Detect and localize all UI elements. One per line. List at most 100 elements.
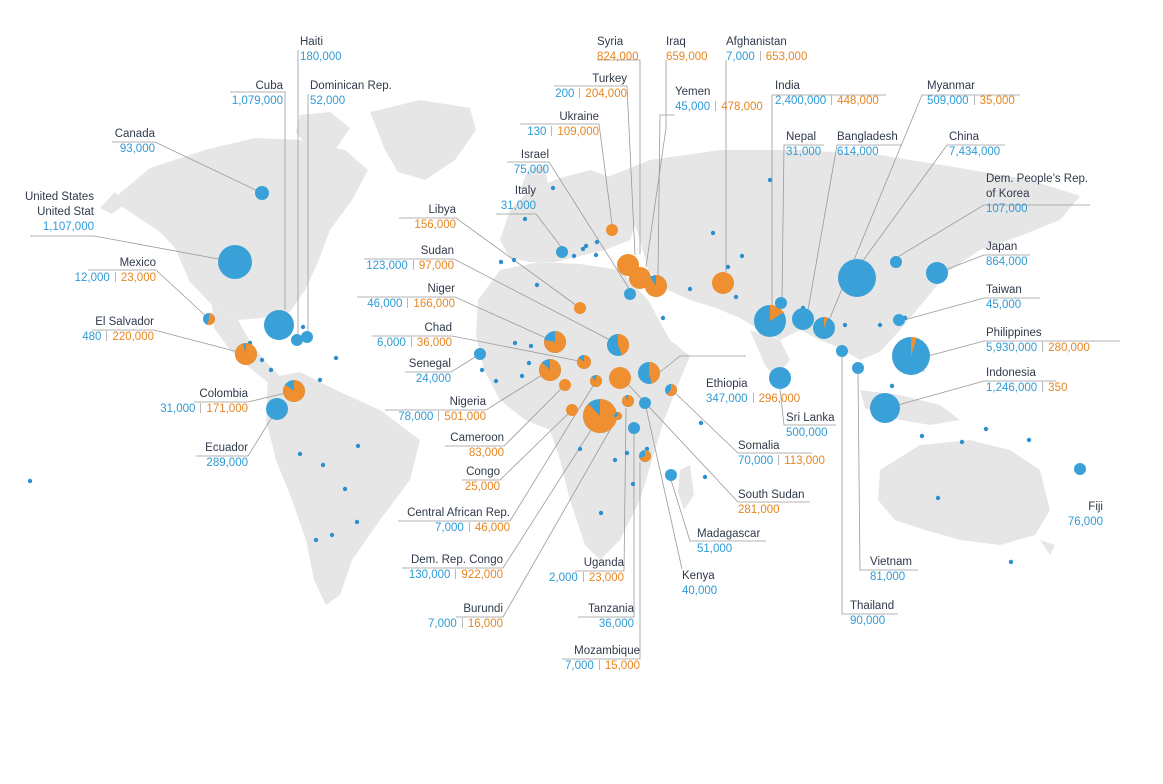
bubble-indonesia — [870, 393, 900, 423]
leader-mexico — [88, 269, 210, 320]
country-name: Haiti — [300, 36, 324, 48]
label-ukraine: Ukraine 130 109,000 — [527, 110, 599, 140]
label-japan: Japan 864,000 — [986, 240, 1028, 270]
value-orange: 97,000 — [418, 260, 454, 272]
bubble-haiti — [291, 334, 303, 346]
bubble-chad — [577, 355, 591, 370]
bubble-drc — [582, 399, 617, 433]
bubble-china — [838, 259, 876, 297]
dot — [698, 420, 704, 426]
country-name: South Sudan — [738, 489, 805, 501]
bubble-cuba — [264, 310, 294, 340]
value-separator — [461, 618, 463, 628]
values: 156,000 — [414, 218, 456, 233]
country-name: Chad — [424, 322, 453, 334]
value-separator — [412, 260, 414, 270]
dot — [498, 259, 504, 265]
dot — [612, 457, 618, 463]
leader-bangladesh — [807, 144, 902, 311]
label-libya: Libya 156,000 — [414, 203, 456, 233]
leader-india — [771, 94, 886, 305]
bubble-burundi — [614, 412, 623, 421]
value-blue: 7,000 — [726, 51, 755, 63]
bubble-yemen — [645, 275, 667, 297]
country-name: Dominican Rep. — [310, 80, 392, 92]
label-ecuador: Ecuador 289,000 — [205, 441, 248, 471]
value-blue: 24,000 — [415, 373, 451, 385]
bubble-myanmar — [813, 317, 835, 339]
country-name: China — [949, 131, 980, 143]
label-indonesia: Indonesia 1,246,000 350 — [986, 366, 1067, 396]
value-separator — [579, 88, 581, 98]
dot — [313, 537, 319, 543]
bubble-tanzania — [628, 422, 640, 434]
values: 347,000 296,000 — [706, 392, 800, 407]
value-separator — [715, 101, 717, 111]
country-name: Ecuador — [205, 442, 248, 454]
label-dominican: Dominican Rep. 52,000 — [310, 79, 392, 109]
leader-southsudan — [621, 377, 810, 503]
value-orange: 296,000 — [758, 393, 801, 405]
leader-cameroon — [445, 384, 566, 447]
dot — [583, 243, 589, 249]
label-myanmar: Myanmar 509,000 35,000 — [927, 79, 1015, 109]
leader-madagascar — [670, 479, 766, 542]
country-name: Myanmar — [927, 80, 975, 92]
leader-italy — [496, 213, 563, 249]
value-orange: 659,000 — [666, 51, 708, 63]
country-name: Burundi — [463, 603, 503, 615]
value-separator — [410, 337, 412, 347]
value-blue: 70,000 — [738, 455, 774, 467]
leader-ecuador — [196, 408, 278, 457]
bubble-madagascar — [665, 469, 677, 481]
country-name: Fiji — [1088, 501, 1103, 513]
dot — [534, 282, 540, 288]
value-orange: 23,000 — [120, 272, 156, 284]
label-chad: Chad 6,000 36,000 — [377, 321, 452, 351]
value-orange: 281,000 — [738, 504, 780, 516]
values: 75,000 — [514, 163, 549, 178]
value-blue: 12,000 — [74, 272, 110, 284]
value-blue: 31,000 — [786, 146, 822, 158]
value-blue: 81,000 — [870, 571, 906, 583]
country-name: Ukraine — [559, 111, 599, 123]
leader-myanmar — [829, 94, 1020, 319]
values: 500,000 — [786, 426, 835, 441]
value-separator — [973, 95, 975, 105]
values: 90,000 — [850, 614, 894, 629]
dot — [355, 443, 361, 449]
dot — [733, 294, 739, 300]
bubble-ecuador — [266, 398, 288, 420]
bubble-israel — [624, 288, 636, 300]
country-name: Israel — [520, 149, 549, 161]
values: 45,000 — [986, 298, 1022, 313]
value-blue: 480 — [82, 331, 102, 343]
country-name: Sri Lanka — [786, 412, 835, 424]
dot — [354, 519, 360, 525]
value-blue: 200 — [555, 88, 575, 100]
value-separator — [778, 455, 780, 465]
value-blue: 1,107,000 — [42, 221, 94, 233]
bubble-cameroon — [559, 379, 571, 391]
value-orange: 824,000 — [597, 51, 639, 63]
bubble-ukraine — [606, 224, 618, 236]
leader-libya — [399, 217, 581, 309]
label-vietnam: Vietnam 81,000 — [870, 555, 912, 585]
dot — [571, 253, 577, 259]
value-blue: 1,079,000 — [231, 95, 283, 107]
value-blue: 31,000 — [160, 403, 196, 415]
bubble-italy — [556, 246, 568, 258]
values: 614,000 — [837, 145, 898, 160]
dot — [550, 185, 556, 191]
leader-nigeria — [385, 369, 551, 411]
values: 2,400,000 448,000 — [775, 94, 879, 109]
leader-philippines — [927, 340, 1120, 357]
country-name: Indonesia — [986, 367, 1036, 379]
label-yemen: Yemen 45,000 478,000 — [675, 85, 763, 115]
dot — [877, 322, 883, 328]
label-drc: Dem. Rep. Congo 130,000 922,000 — [409, 553, 503, 583]
label-israel: Israel 75,000 — [514, 148, 549, 178]
bubble-senegal — [474, 348, 486, 360]
value-blue: 1,246,000 — [986, 382, 1038, 394]
country-name: El Salvador — [95, 316, 154, 328]
